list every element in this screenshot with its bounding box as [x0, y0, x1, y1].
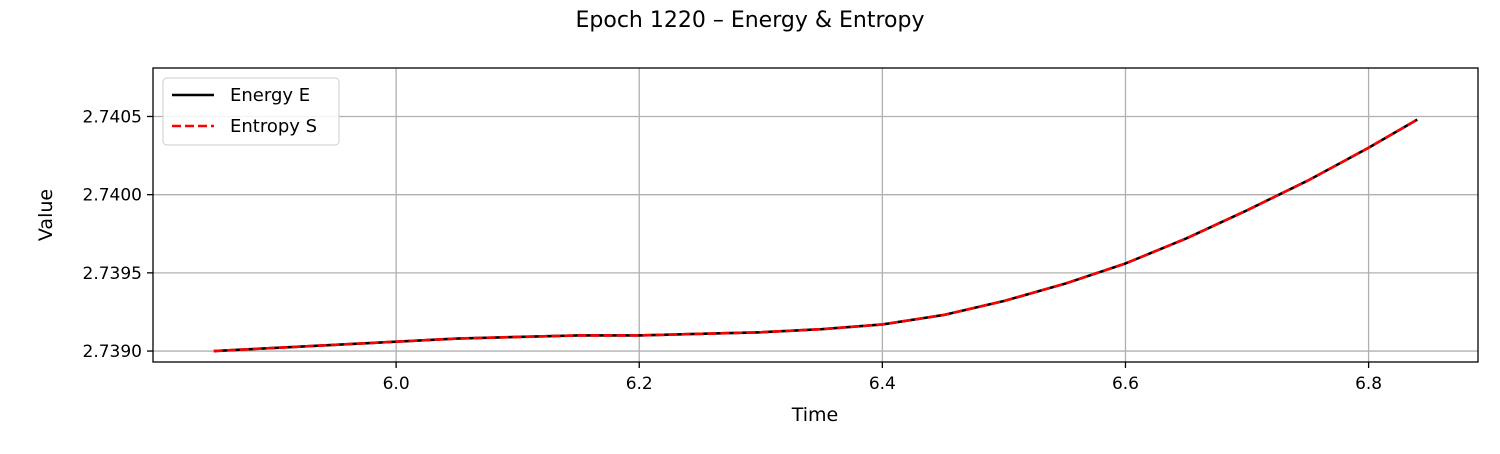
- x-tick-label: 6.4: [869, 374, 896, 394]
- x-tick-label: 6.6: [1112, 374, 1139, 394]
- legend-label-energy: Energy E: [230, 85, 310, 106]
- y-tick-label: 2.7390: [83, 342, 142, 362]
- x-tick-label: 6.8: [1355, 374, 1382, 394]
- series-line-entropy: [213, 118, 1418, 353]
- axis-ticks: 6.0 6.2 6.4 6.6 6.8 2.7390 2.7395 2.7400 2.7405: [83, 107, 1383, 394]
- grid-lines: [153, 68, 1478, 362]
- y-tick-label: 2.7400: [83, 186, 142, 206]
- y-tick-label: 2.7405: [83, 107, 142, 127]
- legend: Energy E Entropy S: [162, 77, 340, 146]
- y-axis-label: Value: [35, 189, 57, 241]
- chart-title: Epoch 1220 – Energy & Entropy: [576, 8, 925, 33]
- x-tick-label: 6.0: [383, 374, 410, 394]
- legend-label-entropy: Entropy S: [230, 116, 317, 137]
- plot-background: [153, 68, 1478, 362]
- x-axis-label: Time: [791, 404, 839, 426]
- y-tick-label: 2.7395: [83, 264, 142, 284]
- plot-frame: [152, 67, 1479, 363]
- series-lines: [213, 118, 1418, 353]
- x-tick-label: 6.2: [626, 374, 653, 394]
